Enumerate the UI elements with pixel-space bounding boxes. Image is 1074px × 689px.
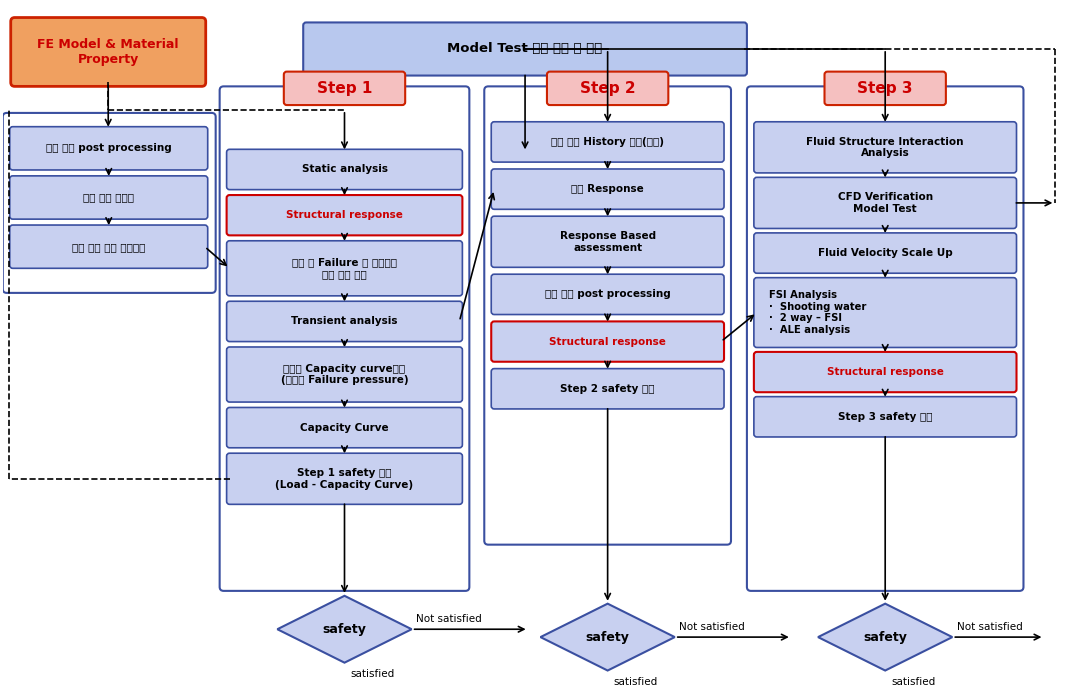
FancyBboxPatch shape <box>491 216 724 267</box>
Text: 단위 Response: 단위 Response <box>571 184 644 194</box>
Text: Step 2: Step 2 <box>580 81 636 96</box>
Text: Transient analysis: Transient analysis <box>291 316 397 327</box>
Text: safety: safety <box>322 623 366 636</box>
FancyBboxPatch shape <box>547 72 668 105</box>
FancyBboxPatch shape <box>227 240 463 296</box>
FancyBboxPatch shape <box>754 352 1016 392</box>
Text: 해석 결과 post processing: 해석 결과 post processing <box>545 289 670 299</box>
Text: Step 2 safety 검토: Step 2 safety 검토 <box>561 384 655 394</box>
Text: Step 3 safety 검토: Step 3 safety 검토 <box>838 412 932 422</box>
Text: 방열판 Capacity curve계산
(부재별 Failure pressure): 방열판 Capacity curve계산 (부재별 Failure pressu… <box>280 364 408 385</box>
Text: Fluid Structure Interaction
Analysis: Fluid Structure Interaction Analysis <box>807 136 964 158</box>
FancyBboxPatch shape <box>491 321 724 362</box>
Text: safety: safety <box>863 630 908 644</box>
FancyBboxPatch shape <box>227 301 463 342</box>
FancyBboxPatch shape <box>754 233 1016 274</box>
Text: safety: safety <box>585 630 629 644</box>
FancyBboxPatch shape <box>227 407 463 448</box>
Text: Step 3: Step 3 <box>857 81 913 96</box>
FancyBboxPatch shape <box>10 225 207 268</box>
Text: CFD Verification
Model Test: CFD Verification Model Test <box>838 192 932 214</box>
Polygon shape <box>540 604 674 670</box>
Text: Not satisfied: Not satisfied <box>416 615 482 624</box>
FancyBboxPatch shape <box>227 150 463 189</box>
Text: 설계 적용 압력 신호선별: 설계 적용 압력 신호선별 <box>72 242 145 251</box>
FancyBboxPatch shape <box>10 176 207 219</box>
FancyBboxPatch shape <box>754 122 1016 173</box>
Text: Not satisfied: Not satisfied <box>957 622 1022 633</box>
FancyBboxPatch shape <box>491 274 724 315</box>
Text: FSI Analysis
·  Shooting water
·  2 way – FSI
·  ALE analysis: FSI Analysis · Shooting water · 2 way – … <box>769 290 866 335</box>
Text: Step 1: Step 1 <box>317 81 373 96</box>
FancyBboxPatch shape <box>825 72 946 105</box>
Text: satisfied: satisfied <box>891 677 935 688</box>
Text: FE Model & Material
Property: FE Model & Material Property <box>38 38 179 66</box>
Text: Model Test 실험 조건 및 결과: Model Test 실험 조건 및 결과 <box>448 43 603 56</box>
Text: 부재 별 Failure 가 발생한수
있는 위치 파악: 부재 별 Failure 가 발생한수 있는 위치 파악 <box>292 258 397 279</box>
FancyBboxPatch shape <box>491 169 724 209</box>
FancyBboxPatch shape <box>284 72 405 105</box>
Text: 설계 하중 삼각화: 설계 하중 삼각화 <box>83 192 134 203</box>
FancyBboxPatch shape <box>491 122 724 162</box>
FancyBboxPatch shape <box>754 397 1016 437</box>
Text: Structural response: Structural response <box>286 210 403 220</box>
FancyBboxPatch shape <box>491 369 724 409</box>
FancyBboxPatch shape <box>11 17 206 86</box>
FancyBboxPatch shape <box>227 195 463 236</box>
FancyBboxPatch shape <box>754 177 1016 229</box>
Text: Structural response: Structural response <box>549 336 666 347</box>
Text: 실험 결과 post processing: 실험 결과 post processing <box>46 143 172 154</box>
FancyBboxPatch shape <box>227 453 463 504</box>
Text: Static analysis: Static analysis <box>302 165 388 174</box>
FancyBboxPatch shape <box>303 23 746 76</box>
Text: Structural response: Structural response <box>827 367 944 377</box>
Text: Capacity Curve: Capacity Curve <box>301 422 389 433</box>
Text: Not satisfied: Not satisfied <box>679 622 745 633</box>
Text: Fluid Velocity Scale Up: Fluid Velocity Scale Up <box>817 248 953 258</box>
Polygon shape <box>818 604 953 670</box>
Text: satisfied: satisfied <box>613 677 658 688</box>
FancyBboxPatch shape <box>227 347 463 402</box>
Polygon shape <box>277 596 411 663</box>
FancyBboxPatch shape <box>754 278 1016 347</box>
Text: 단위 압력 History 선징(추출): 단위 압력 History 선징(추출) <box>551 137 664 147</box>
Text: Step 1 safety 검토
(Load - Capacity Curve): Step 1 safety 검토 (Load - Capacity Curve) <box>275 468 413 490</box>
Text: satisfied: satisfied <box>350 670 395 679</box>
FancyBboxPatch shape <box>10 127 207 170</box>
Text: Response Based
assessment: Response Based assessment <box>560 231 656 253</box>
